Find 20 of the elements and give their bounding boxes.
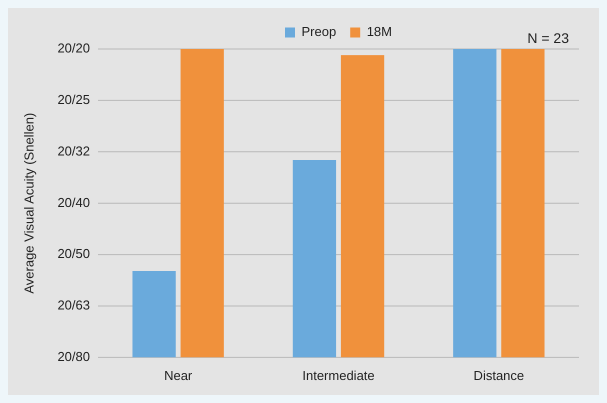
bar <box>501 49 545 358</box>
x-tick-label: Near <box>164 368 193 383</box>
text: 20/20 <box>57 40 90 56</box>
bar <box>340 55 384 358</box>
text: 20/32 <box>57 143 90 158</box>
text: 20/80 <box>57 348 90 364</box>
bar <box>453 49 496 358</box>
bar <box>180 49 224 358</box>
bar <box>292 160 336 358</box>
y-axis-title: Average Visual Acuity (Snellen) <box>22 112 37 294</box>
text: 20/40 <box>57 194 90 210</box>
text: 20/25 <box>57 92 90 107</box>
legend-label: 18M <box>366 24 392 40</box>
legend-label: Preop <box>302 24 336 40</box>
text: N = 23 <box>527 30 570 46</box>
text: 20/63 <box>57 298 90 313</box>
x-tick-label: Distance <box>474 368 524 383</box>
bar <box>132 271 176 358</box>
x-tick-label: Intermediate <box>302 368 375 383</box>
text: 20/50 <box>57 246 90 262</box>
